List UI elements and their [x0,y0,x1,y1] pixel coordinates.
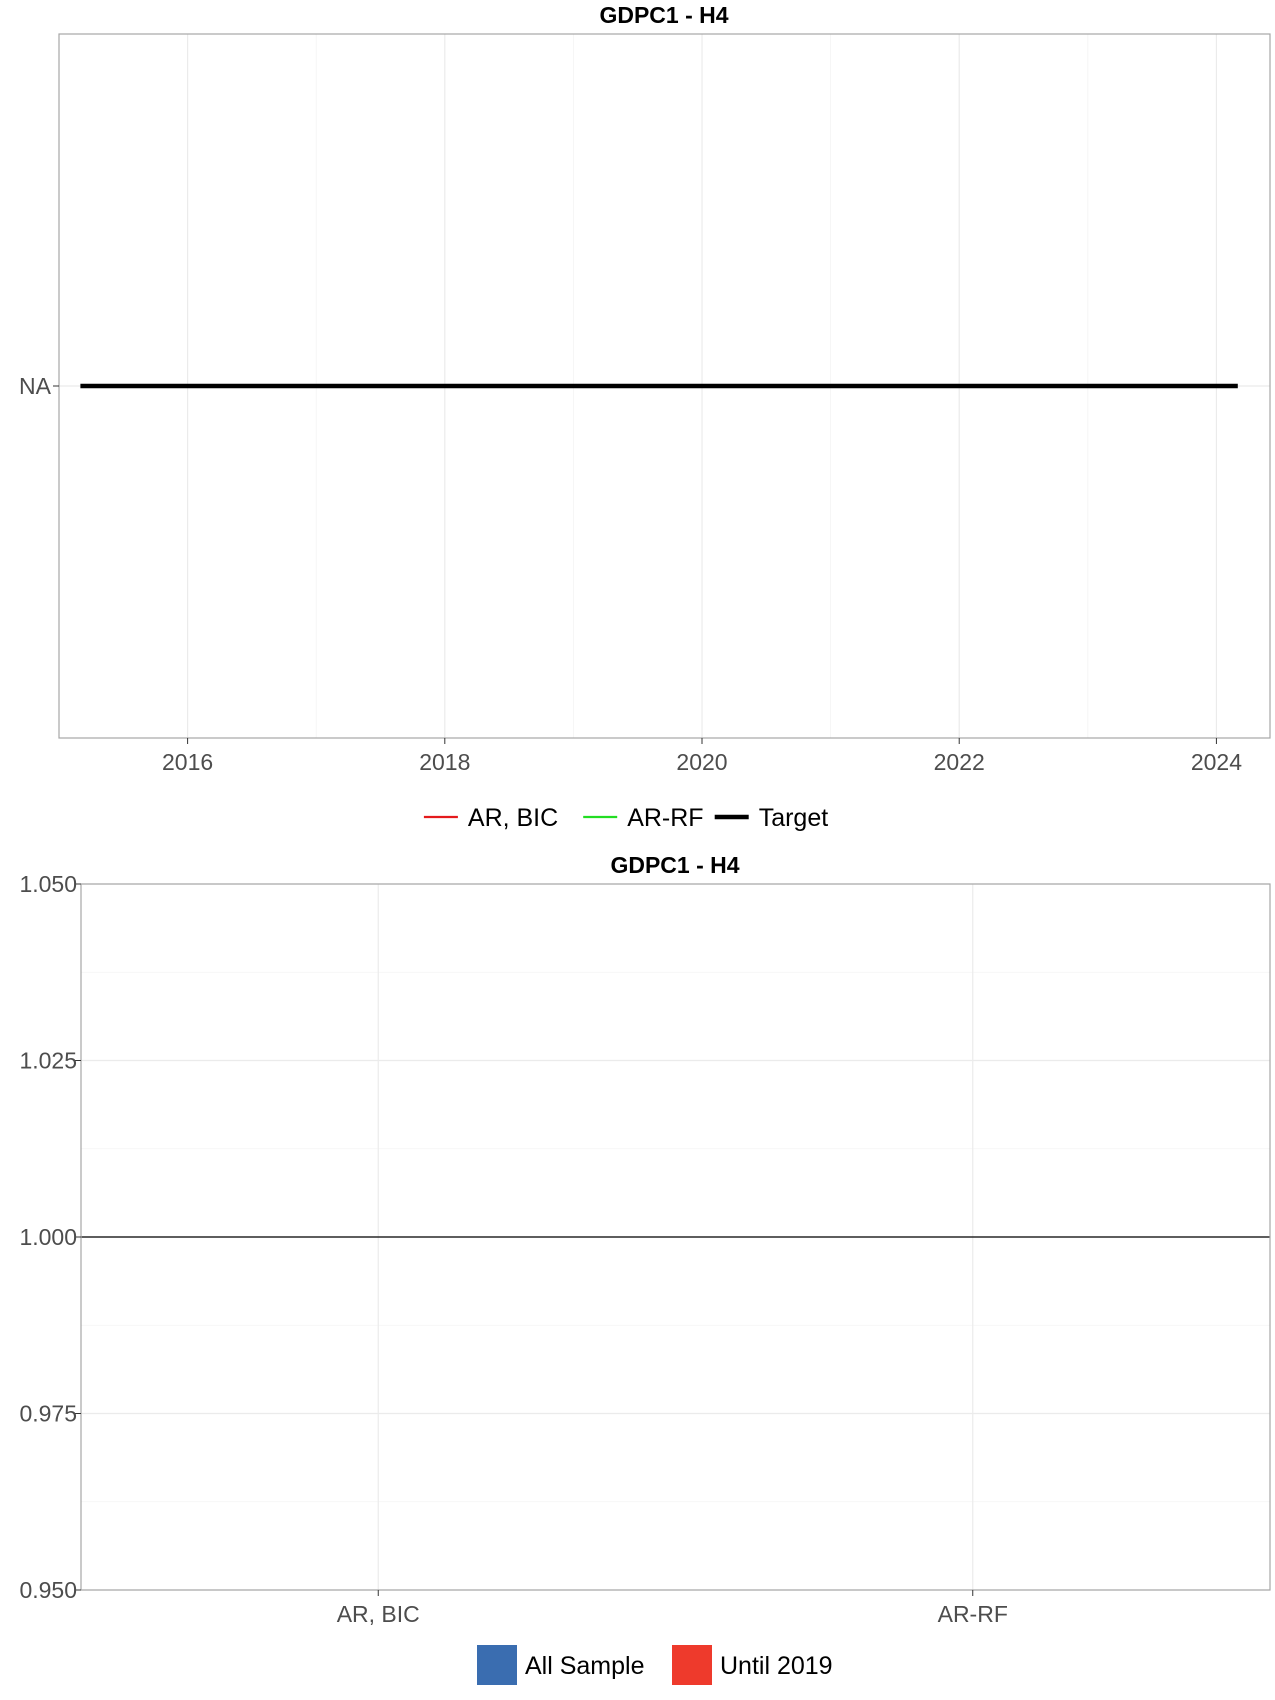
y-tick-label: 1.025 [19,1048,77,1074]
y-tick-label: 1.000 [19,1224,77,1250]
legend-key-until-2019 [672,1645,712,1685]
bar-chart-title: GDPC1 - H4 [610,852,739,878]
legend-label-ar-rf: AR-RF [627,804,703,832]
bar-chart-legend: All Sample Until 2019 [477,1645,833,1685]
legend-label-ar-bic: AR, BIC [468,804,558,832]
x-tick-label: 2020 [676,749,727,775]
x-tick-label: AR, BIC [337,1601,420,1627]
legend-label-target: Target [759,804,829,832]
line-chart-title: GDPC1 - H4 [599,2,728,28]
y-tick-label: 0.950 [19,1577,77,1603]
bar-chart-x-axis: AR, BIC AR-RF [337,1590,1008,1627]
bar-chart-y-axis: 0.950 0.975 1.000 1.025 1.050 [19,871,81,1603]
x-tick-label: 2022 [934,749,985,775]
y-tick-label: 1.050 [19,871,77,897]
x-tick-label: 2018 [419,749,470,775]
line-chart-y-axis: NA [19,373,59,399]
y-tick-label: NA [19,373,52,399]
line-chart-panel: GDPC1 - H4 2016 2018 2020 2022 2024 NA AR, B… [19,2,1271,832]
line-chart-legend: AR, BIC AR-RF Target [423,804,829,832]
legend-key-all-sample [477,1645,517,1685]
x-tick-label: 2024 [1191,749,1242,775]
line-chart-x-axis: 2016 2018 2020 2022 2024 [162,738,1242,775]
y-tick-label: 0.975 [19,1401,77,1427]
bar-chart-panel: GDPC1 - H4 AR, BIC AR-RF 0.950 0.975 1.000 1… [19,852,1271,1685]
x-tick-label: AR-RF [938,1601,1008,1627]
legend-label-all-sample: All Sample [525,1652,645,1680]
x-tick-label: 2016 [162,749,213,775]
legend-label-until-2019: Until 2019 [720,1652,833,1680]
